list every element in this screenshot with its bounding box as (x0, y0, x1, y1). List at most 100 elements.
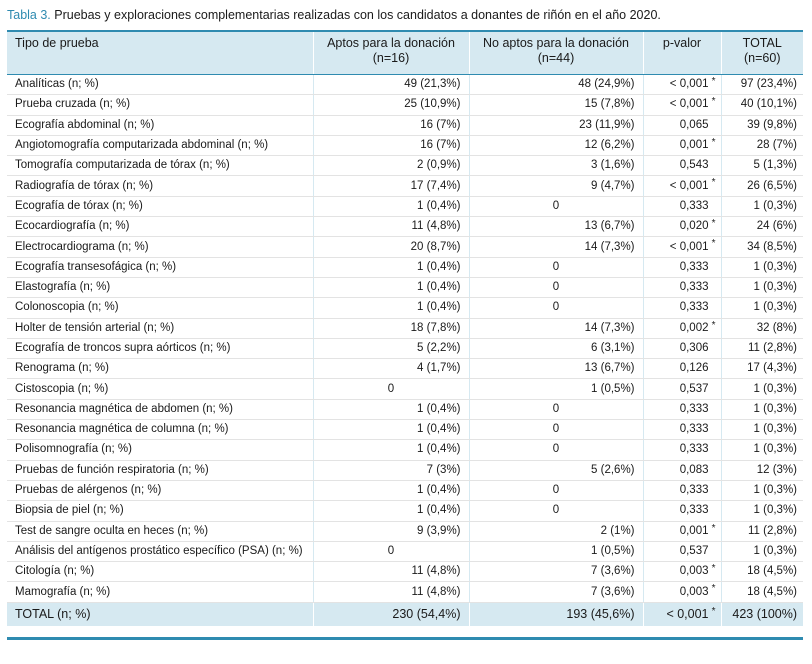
col-header-test: Tipo de prueba (7, 30, 313, 75)
row-p-value: < 0,001 (642, 173, 721, 197)
row-no-aptos: 1 (0,5%) (468, 541, 643, 563)
row-p-value: 0,333 (642, 257, 721, 278)
row-p-value: 0,333 (642, 439, 721, 461)
row-total: 12 (3%) (720, 460, 803, 481)
row-test-name: Resonancia magnética de columna (n; %) (7, 419, 313, 441)
row-aptos: 2 (0,9%) (312, 155, 469, 177)
row-p-value: 0,537 (642, 378, 721, 400)
row-test-name: Electrocardiograma (n; %) (7, 236, 313, 258)
row-total: 28 (7%) (720, 135, 803, 157)
row-total: 1 (0,3%) (720, 277, 803, 299)
data-table: Tipo de prueba Aptos para la donación (n=… (7, 30, 803, 626)
row-test-name: Cistoscopia (n; %) (7, 378, 313, 400)
row-no-aptos: 7 (3,6%) (468, 561, 643, 583)
row-aptos: 1 (0,4%) (312, 257, 469, 278)
row-aptos: 1 (0,4%) (312, 500, 469, 522)
row-total: 17 (4,3%) (720, 358, 803, 380)
row-total: 24 (6%) (720, 216, 803, 238)
row-test-name: Ecocardiografía (n; %) (7, 216, 313, 238)
row-p-value: 0,002 (642, 315, 721, 339)
row-no-aptos: 7 (3,6%) (468, 581, 643, 603)
row-p-value: 0,065 (642, 115, 721, 136)
table-row: Radiografía de tórax (n; %) 17 (7,4%) 9 (4… (7, 173, 803, 197)
table-title: Pruebas y exploraciones complementarias … (50, 8, 661, 22)
table-row: Ecografía transesofágica (n; %) 1 (0,4%) 0… (7, 257, 803, 278)
row-no-aptos: 9 (4,7%) (468, 175, 643, 197)
row-no-aptos: 3 (1,6%) (468, 155, 643, 177)
row-aptos: 9 (3,9%) (312, 521, 469, 542)
table-row: Prueba cruzada (n; %) 25 (10,9%) 15 (7,8%)… (7, 92, 803, 116)
row-aptos: 20 (8,7%) (312, 236, 469, 258)
row-p-value: 0,333 (642, 297, 721, 319)
total-row-p-value: < 0,001 (642, 600, 721, 626)
row-p-value: 0,333 (642, 419, 721, 441)
table-row: Electrocardiograma (n; %) 20 (8,7%) 14 (7,… (7, 234, 803, 258)
row-aptos: 18 (7,8%) (312, 318, 469, 339)
header-row: Tipo de prueba Aptos para la donación (n=… (7, 30, 803, 75)
row-no-aptos: 0 (468, 419, 643, 441)
row-p-value: < 0,001 (642, 234, 721, 258)
col-header-total: TOTAL (n=60) (720, 30, 803, 75)
table-row: Citología (n; %)11 (4,8%)7 (3,6%)0,00318… (7, 559, 803, 583)
row-aptos: 11 (4,8%) (312, 581, 469, 603)
bottom-rule (7, 637, 803, 640)
table-row: Tomografía computarizada de tórax (n; %)… (7, 155, 803, 177)
row-p-value: 0,333 (642, 480, 721, 502)
row-total: 97 (23,4%) (720, 74, 803, 96)
row-aptos: 17 (7,4%) (312, 175, 469, 197)
row-test-name: Pruebas de alérgenos (n; %) (7, 480, 313, 502)
row-test-name: Colonoscopia (n; %) (7, 297, 313, 319)
row-aptos: 1 (0,4%) (312, 277, 469, 299)
row-no-aptos: 13 (6,7%) (468, 216, 643, 238)
row-aptos: 25 (10,9%) (312, 94, 469, 116)
row-p-value: 0,020 (642, 214, 721, 238)
table-row: Test de sangre oculta en heces (n; %) 9 (… (7, 518, 803, 542)
row-aptos: 16 (7%) (312, 135, 469, 157)
row-aptos: 16 (7%) (312, 115, 469, 136)
table-row: Elastografía (n; %) 1 (0,4%) 0 0,333 1 (0,3%… (7, 277, 803, 299)
row-no-aptos: 0 (468, 480, 643, 502)
total-row-label: TOTAL (n; %) (7, 601, 313, 626)
row-aptos: 11 (4,8%) (312, 561, 469, 583)
row-p-value: 0,333 (642, 500, 721, 522)
table-row: Pruebas de alérgenos (n; %) 1 (0,4%) 0 0,33… (7, 480, 803, 502)
row-p-value: 0,083 (642, 460, 721, 481)
row-test-name: Prueba cruzada (n; %) (7, 94, 313, 116)
row-p-value: 0,003 (642, 579, 721, 603)
table-row: Ecografía abdominal (n; %) 16 (7%) 23 (11,… (7, 115, 803, 136)
row-no-aptos: 5 (2,6%) (468, 460, 643, 481)
row-no-aptos: 0 (468, 297, 643, 319)
row-p-value: 0,333 (642, 196, 721, 218)
row-p-value: 0,001 (642, 132, 721, 157)
row-test-name: Análisis del antígenos prostático especí… (7, 541, 313, 563)
row-test-name: Mamografía (n; %) (7, 581, 313, 603)
row-total: 11 (2,8%) (720, 338, 803, 360)
row-aptos: 49 (21,3%) (312, 74, 469, 96)
row-total: 1 (0,3%) (720, 419, 803, 441)
row-no-aptos: 14 (7,3%) (468, 236, 643, 258)
row-no-aptos: 0 (468, 196, 643, 218)
row-total: 40 (10,1%) (720, 94, 803, 116)
table-row: Colonoscopia (n; %) 1 (0,4%) 0 0,333 1 (0,3%… (7, 297, 803, 319)
table-row: Análisis del antígenos prostático especí… (7, 541, 803, 563)
row-total: 18 (4,5%) (720, 581, 803, 603)
row-test-name: Polisomnografía (n; %) (7, 439, 313, 461)
row-test-name: Resonancia magnética de abdomen (n; %) (7, 399, 313, 421)
row-p-value: 0,543 (642, 155, 721, 177)
row-no-aptos: 0 (468, 277, 643, 299)
row-test-name: Ecografía de troncos supra aórticos (n; … (7, 338, 313, 360)
table-row: Pruebas de función respiratoria (n; %) 7 … (7, 460, 803, 481)
row-no-aptos: 0 (468, 399, 643, 421)
table-row: Biopsia de piel (n; %) 1 (0,4%) 0 0,333 1 (0… (7, 500, 803, 522)
row-aptos: 0 (312, 378, 469, 400)
row-no-aptos: 23 (11,9%) (468, 115, 643, 136)
total-row-aptos: 230 (54,4%) (312, 601, 469, 626)
row-total: 1 (0,3%) (720, 196, 803, 218)
row-total: 18 (4,5%) (720, 561, 803, 583)
col-header-aptos: Aptos para la donación (n=16) (312, 30, 469, 75)
row-test-name: Citología (n; %) (7, 561, 313, 583)
row-total: 1 (0,3%) (720, 439, 803, 461)
table-row: Cistoscopia (n; %) 0 1 (0,5%) 0,537 1 (0,3%) (7, 378, 803, 400)
row-test-name: Angiotomografía computarizada abdominal … (7, 135, 313, 157)
